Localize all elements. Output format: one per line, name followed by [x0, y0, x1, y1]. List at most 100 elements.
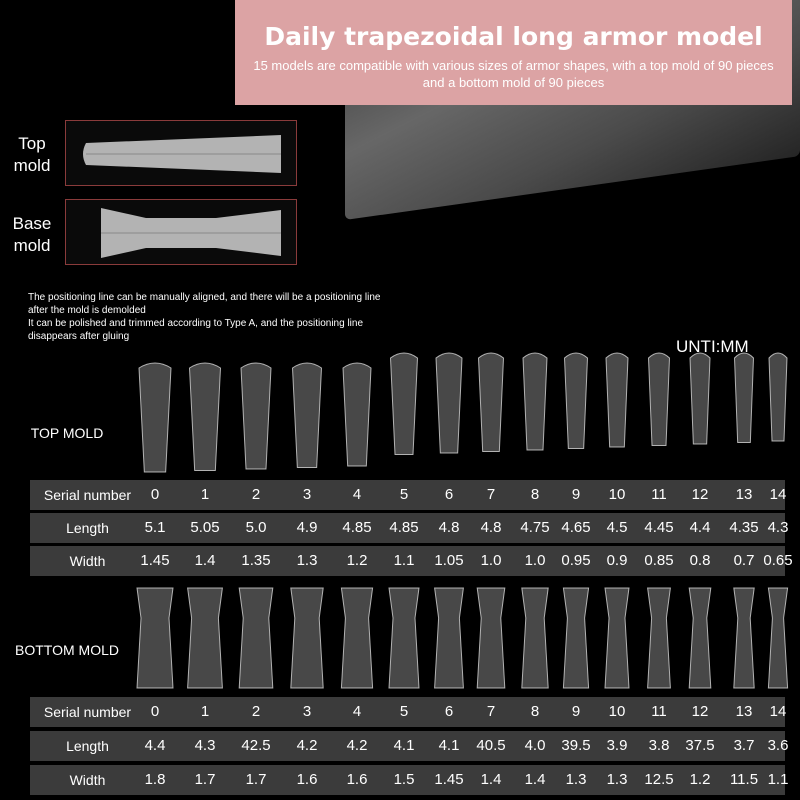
- nail-mold-5: [388, 587, 420, 689]
- table-cell: 4.8: [438, 519, 460, 536]
- table-cell: 4.2: [346, 737, 368, 754]
- table-cell: 1.8: [144, 771, 166, 788]
- table-cell: 11: [651, 486, 667, 503]
- base-mold-image: [65, 199, 297, 265]
- table-cell: 42.5: [241, 737, 271, 754]
- table-cell: 1.3: [606, 771, 628, 788]
- positioning-note: The positioning line can be manually ali…: [28, 291, 388, 343]
- top-mold-label: Top mold: [13, 134, 51, 175]
- table-cell: 10: [608, 703, 626, 720]
- table-cell: 10: [608, 486, 626, 503]
- table-cell: 3.6: [767, 737, 789, 754]
- nail-mold-10: [604, 587, 630, 689]
- nail-mold-1: [187, 587, 223, 689]
- top-mold-nails: [138, 352, 788, 473]
- bottom-width-row: Width 1.8 1.7 1.7 1.6 1.6 1.5 1.45 1.4 1.4 1.3 1.3 1…: [30, 765, 788, 795]
- table-cell: 1.3: [296, 552, 318, 569]
- top-serial-row: Serial number 0 1 2 3 4 5 6 7 8 9 10 11 12 13 14: [30, 480, 786, 510]
- table-cell: 0.7: [733, 552, 755, 569]
- table-cell: 1: [200, 703, 210, 720]
- table-cell: 4.65: [561, 519, 591, 536]
- table-cell: 1.05: [434, 552, 464, 569]
- table-cell: 1.35: [241, 552, 271, 569]
- top-mold-section-label: TOP MOLD: [30, 425, 104, 441]
- table-cell: 1.45: [140, 552, 170, 569]
- nail-mold-7: [476, 587, 506, 689]
- table-cell: 3.7: [733, 737, 755, 754]
- nail-mold-11: [647, 587, 671, 689]
- table-cell: 4.2: [296, 737, 318, 754]
- nail-mold-9: [563, 352, 589, 449]
- table-cell: 1.7: [194, 771, 216, 788]
- table-cell: 8: [530, 486, 540, 503]
- nail-mold-13: [733, 587, 755, 689]
- table-cell: 11.5: [729, 771, 759, 788]
- nail-mold-6: [435, 352, 463, 454]
- table-cell: 4.35: [729, 519, 759, 536]
- nail-mold-2: [240, 362, 272, 470]
- nail-mold-13: [733, 352, 755, 443]
- top-length-row: Length 5.1 5.05 5.0 4.9 4.85 4.85 4.8 4.8 4.75 4.6…: [30, 513, 788, 543]
- table-cell: 5.0: [245, 519, 267, 536]
- table-cell: 5: [399, 486, 409, 503]
- table-cell: 0: [150, 703, 160, 720]
- table-cell: 39.5: [561, 737, 591, 754]
- table-cell: 8: [530, 703, 540, 720]
- table-cell: 14: [769, 703, 787, 720]
- nail-mold-0: [136, 587, 174, 689]
- table-cell: 1.4: [524, 771, 546, 788]
- row-label: Length: [66, 520, 109, 536]
- table-cell: 0.85: [644, 552, 674, 569]
- row-label: Serial number: [43, 704, 132, 720]
- nail-mold-11: [647, 352, 671, 446]
- table-cell: 9: [571, 703, 581, 720]
- table-cell: 4.4: [144, 737, 166, 754]
- table-cell: 1.6: [346, 771, 368, 788]
- table-cell: 1.0: [524, 552, 546, 569]
- bottom-serial-row: Serial number 0 1 2 3 4 5 6 7 8 9 10 11 12 13 14: [30, 697, 786, 727]
- nail-mold-12: [689, 352, 711, 445]
- base-mold-label: Base mold: [12, 214, 52, 255]
- row-label: Width: [69, 772, 106, 788]
- nail-mold-14: [767, 587, 789, 689]
- table-cell: 3.9: [606, 737, 628, 754]
- bottom-length-row: Length 4.4 4.3 42.5 4.2 4.2 4.1 4.1 40.5 4.0 39.5 3…: [30, 731, 788, 761]
- table-cell: 4.9: [296, 519, 318, 536]
- row-label: Width: [69, 553, 106, 569]
- table-cell: 0: [150, 486, 160, 503]
- banner-title: Daily trapezoidal long armor model: [264, 22, 763, 51]
- bottom-mold-nails: [136, 587, 789, 689]
- table-cell: 1.6: [296, 771, 318, 788]
- unit-label: UNTI:MM: [676, 337, 749, 356]
- nail-mold-0: [138, 362, 172, 473]
- banner-subtitle: 15 models are compatible with various si…: [253, 58, 774, 90]
- table-cell: 1.1: [767, 771, 789, 788]
- table-cell: 7: [486, 486, 496, 503]
- table-cell: 5: [399, 703, 409, 720]
- table-cell: 4.8: [480, 519, 502, 536]
- nail-mold-1: [188, 362, 222, 471]
- table-cell: 13: [735, 486, 753, 503]
- table-cell: 4: [352, 703, 362, 720]
- table-cell: 4: [352, 486, 362, 503]
- table-cell: 1: [200, 486, 210, 503]
- nail-mold-7: [477, 352, 505, 452]
- nail-mold-10: [605, 352, 629, 448]
- table-cell: 6: [444, 703, 454, 720]
- table-cell: 1.4: [194, 552, 216, 569]
- nail-mold-9: [562, 587, 590, 689]
- table-cell: 1.1: [393, 552, 415, 569]
- table-cell: 0.95: [561, 552, 591, 569]
- top-mold-image: [65, 120, 297, 186]
- table-cell: 4.5: [606, 519, 628, 536]
- table-cell: 40.5: [476, 737, 506, 754]
- table-cell: 2: [251, 703, 261, 720]
- table-cell: 3: [302, 486, 312, 503]
- table-cell: 4.3: [767, 519, 789, 536]
- table-cell: 12: [691, 486, 709, 503]
- table-cell: 4.1: [393, 737, 415, 754]
- nail-mold-3: [290, 587, 324, 689]
- table-cell: 13: [735, 703, 753, 720]
- row-label: Length: [66, 738, 109, 754]
- table-cell: 4.85: [389, 519, 419, 536]
